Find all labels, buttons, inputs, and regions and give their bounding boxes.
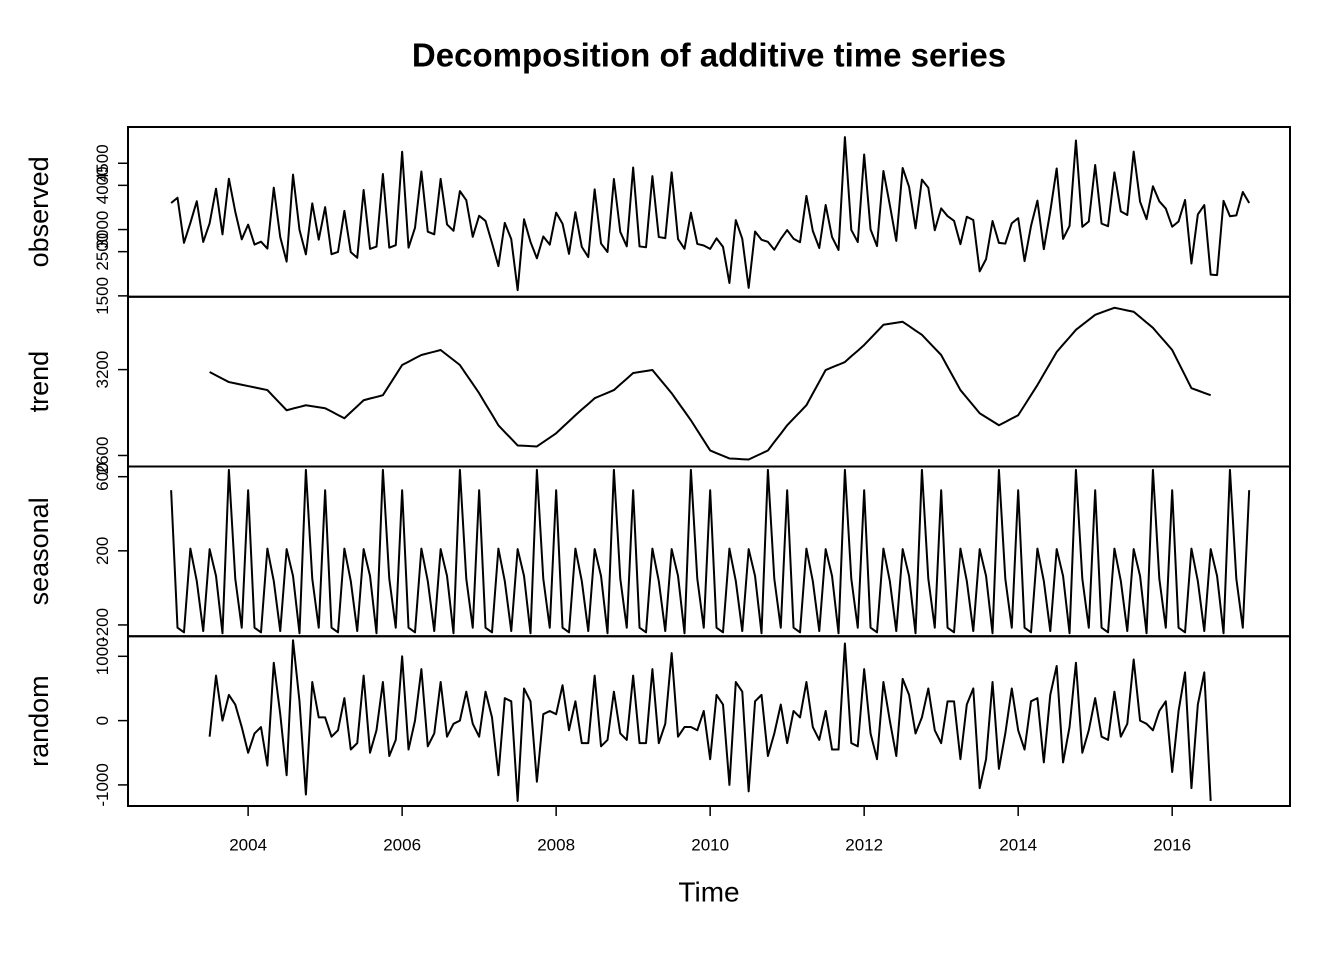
x-tick-label: 2004 bbox=[229, 835, 267, 854]
x-tick-label: 2016 bbox=[1153, 835, 1191, 854]
x-axis-label: Time bbox=[678, 876, 739, 907]
y-tick-label: 600 bbox=[93, 463, 112, 491]
y-tick-label: -1000 bbox=[93, 763, 112, 806]
y-axis-label: seasonal bbox=[24, 497, 54, 605]
x-tick-label: 2010 bbox=[691, 835, 729, 854]
y-tick-label: 200 bbox=[93, 537, 112, 565]
y-axis-label: trend bbox=[24, 351, 54, 413]
y-tick-label: 2500 bbox=[93, 233, 112, 271]
y-axis-label: random bbox=[24, 675, 54, 767]
series-line bbox=[209, 306, 1212, 461]
chart-title: Decomposition of additive time series bbox=[412, 37, 1006, 74]
series-line bbox=[208, 639, 1212, 802]
y-tick-label: 3000 bbox=[93, 211, 112, 249]
y-tick-label: 0 bbox=[93, 716, 112, 725]
y-axis-label: observed bbox=[24, 156, 54, 267]
y-tick-label: 2600 bbox=[93, 437, 112, 475]
x-tick-label: 2014 bbox=[999, 835, 1037, 854]
x-tick-label: 2012 bbox=[845, 835, 883, 854]
series-line bbox=[170, 468, 1251, 635]
y-tick-label: -200 bbox=[93, 608, 112, 642]
y-tick-label: 1000 bbox=[93, 637, 112, 675]
y-tick-label: 1500 bbox=[93, 277, 112, 315]
x-tick-label: 2006 bbox=[383, 835, 421, 854]
series-line bbox=[170, 136, 1251, 292]
y-tick-label: 3200 bbox=[93, 351, 112, 389]
y-tick-label: 4000 bbox=[93, 166, 112, 204]
y-tick-label: 4500 bbox=[93, 144, 112, 182]
x-tick-label: 2008 bbox=[537, 835, 575, 854]
